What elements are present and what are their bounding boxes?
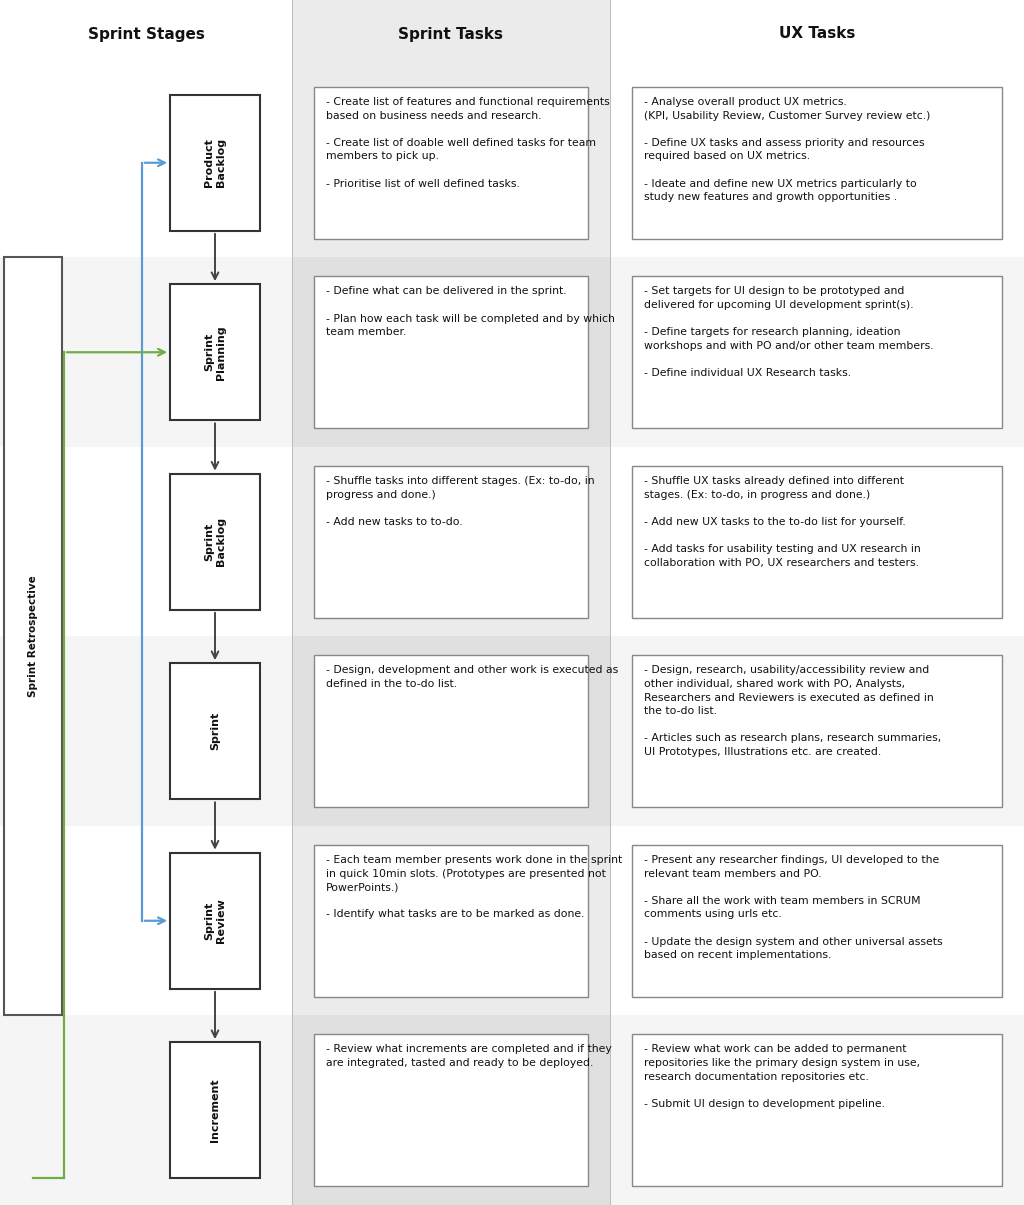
Bar — [314, 1034, 588, 1186]
Text: Sprint: Sprint — [210, 712, 220, 751]
Bar — [632, 1034, 1002, 1186]
Text: Increment: Increment — [210, 1078, 220, 1142]
Bar — [292, 447, 610, 636]
Bar — [292, 67, 610, 258]
Bar — [0, 636, 292, 825]
Bar — [4, 258, 62, 1016]
Bar — [610, 0, 1024, 67]
Text: Product
Backlog: Product Backlog — [204, 139, 226, 187]
Bar — [314, 276, 588, 428]
Text: - Each team member presents work done in the sprint
in quick 10min slots. (Proto: - Each team member presents work done in… — [326, 856, 623, 919]
Bar — [0, 447, 292, 636]
Text: - Set targets for UI design to be prototyped and
delivered for upcoming UI devel: - Set targets for UI design to be protot… — [644, 287, 934, 378]
Bar — [314, 466, 588, 617]
Text: Sprint Retrospective: Sprint Retrospective — [28, 576, 38, 698]
Text: - Review what increments are completed and if they
are integrated, tasted and re: - Review what increments are completed a… — [326, 1045, 611, 1068]
Text: - Define what can be delivered in the sprint.

- Plan how each task will be comp: - Define what can be delivered in the sp… — [326, 287, 614, 337]
Text: - Shuffle tasks into different stages. (Ex: to-do, in
progress and done.)

- Add: - Shuffle tasks into different stages. (… — [326, 476, 595, 527]
Bar — [632, 656, 1002, 807]
Bar — [632, 845, 1002, 997]
Bar — [170, 1042, 260, 1178]
Bar — [292, 825, 610, 1016]
Bar — [632, 466, 1002, 617]
Bar — [170, 284, 260, 421]
Bar — [314, 845, 588, 997]
Text: Sprint
Backlog: Sprint Backlog — [204, 517, 226, 566]
Text: - Shuffle UX tasks already defined into different
stages. (Ex: to-do, in progres: - Shuffle UX tasks already defined into … — [644, 476, 921, 568]
Bar — [292, 0, 610, 67]
Bar — [292, 636, 610, 825]
Bar — [170, 94, 260, 231]
Bar — [314, 656, 588, 807]
Bar — [292, 1016, 610, 1205]
Text: - Design, development and other work is executed as
defined in the to-do list.: - Design, development and other work is … — [326, 665, 618, 689]
Bar — [632, 276, 1002, 428]
Bar — [314, 87, 588, 239]
Bar — [0, 258, 292, 447]
Text: UX Tasks: UX Tasks — [779, 27, 855, 41]
Bar — [610, 636, 1024, 825]
Bar — [170, 663, 260, 799]
Bar — [610, 825, 1024, 1016]
Bar — [610, 447, 1024, 636]
Text: Sprint
Review: Sprint Review — [204, 899, 226, 944]
Text: - Analyse overall product UX metrics.
(KPI, Usability Review, Customer Survey re: - Analyse overall product UX metrics. (K… — [644, 96, 931, 202]
Bar — [610, 1016, 1024, 1205]
Bar — [610, 67, 1024, 258]
Bar — [170, 474, 260, 610]
Bar — [0, 825, 292, 1016]
Text: Sprint Stages: Sprint Stages — [88, 27, 205, 41]
Bar — [0, 67, 292, 258]
Text: Sprint
Planning: Sprint Planning — [204, 325, 226, 380]
Text: - Review what work can be added to permanent
repositories like the primary desig: - Review what work can be added to perma… — [644, 1045, 921, 1109]
Text: - Create list of features and functional requirements
based on business needs an: - Create list of features and functional… — [326, 96, 609, 188]
Text: Sprint Tasks: Sprint Tasks — [398, 27, 504, 41]
Bar — [170, 852, 260, 989]
Bar — [632, 87, 1002, 239]
Text: - Present any researcher findings, UI developed to the
relevant team members and: - Present any researcher findings, UI de… — [644, 856, 943, 960]
Text: - Design, research, usability/accessibility review and
other individual, shared : - Design, research, usability/accessibil… — [644, 665, 941, 757]
Bar — [0, 0, 292, 67]
Bar — [610, 258, 1024, 447]
Bar — [0, 1016, 292, 1205]
Bar — [292, 258, 610, 447]
